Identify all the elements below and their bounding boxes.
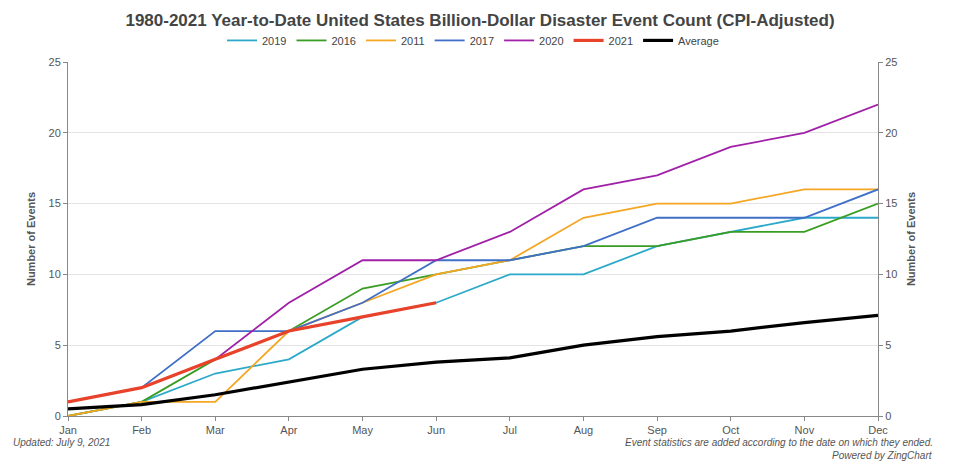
svg-text:5: 5 [885,339,891,351]
svg-text:Number of Events: Number of Events [905,192,917,286]
svg-text:Average: Average [678,35,719,47]
svg-text:20: 20 [49,127,61,139]
svg-text:Powered by ZingChart: Powered by ZingChart [832,450,933,461]
svg-text:0: 0 [55,410,61,422]
svg-text:Jan: Jan [59,424,77,436]
svg-text:Dec: Dec [868,424,888,436]
svg-text:Event statistics are added acc: Event statistics are added according to … [625,437,933,448]
svg-text:Apr: Apr [280,424,297,436]
svg-text:10: 10 [885,268,897,280]
svg-text:0: 0 [885,410,891,422]
svg-text:2021: 2021 [609,35,633,47]
svg-text:Aug: Aug [574,424,594,436]
svg-text:2016: 2016 [331,35,355,47]
svg-text:2017: 2017 [470,35,494,47]
svg-text:20: 20 [885,127,897,139]
svg-text:1980-2021 Year-to-Date United: 1980-2021 Year-to-Date United States Bil… [125,11,834,30]
svg-text:Feb: Feb [132,424,151,436]
svg-text:Sep: Sep [647,424,667,436]
svg-text:2020: 2020 [539,35,563,47]
svg-text:2011: 2011 [401,35,425,47]
svg-text:Updated: July 9, 2021: Updated: July 9, 2021 [13,437,110,448]
svg-text:Number of Events: Number of Events [25,192,37,286]
svg-text:25: 25 [49,56,61,68]
svg-text:Nov: Nov [795,424,815,436]
svg-text:25: 25 [885,56,897,68]
svg-text:Mar: Mar [206,424,225,436]
svg-text:May: May [352,424,373,436]
svg-text:10: 10 [49,268,61,280]
svg-text:2019: 2019 [262,35,286,47]
svg-text:Jul: Jul [503,424,517,436]
svg-text:5: 5 [55,339,61,351]
svg-text:Oct: Oct [722,424,739,436]
svg-text:Jun: Jun [427,424,445,436]
svg-text:15: 15 [49,197,61,209]
svg-text:15: 15 [885,197,897,209]
